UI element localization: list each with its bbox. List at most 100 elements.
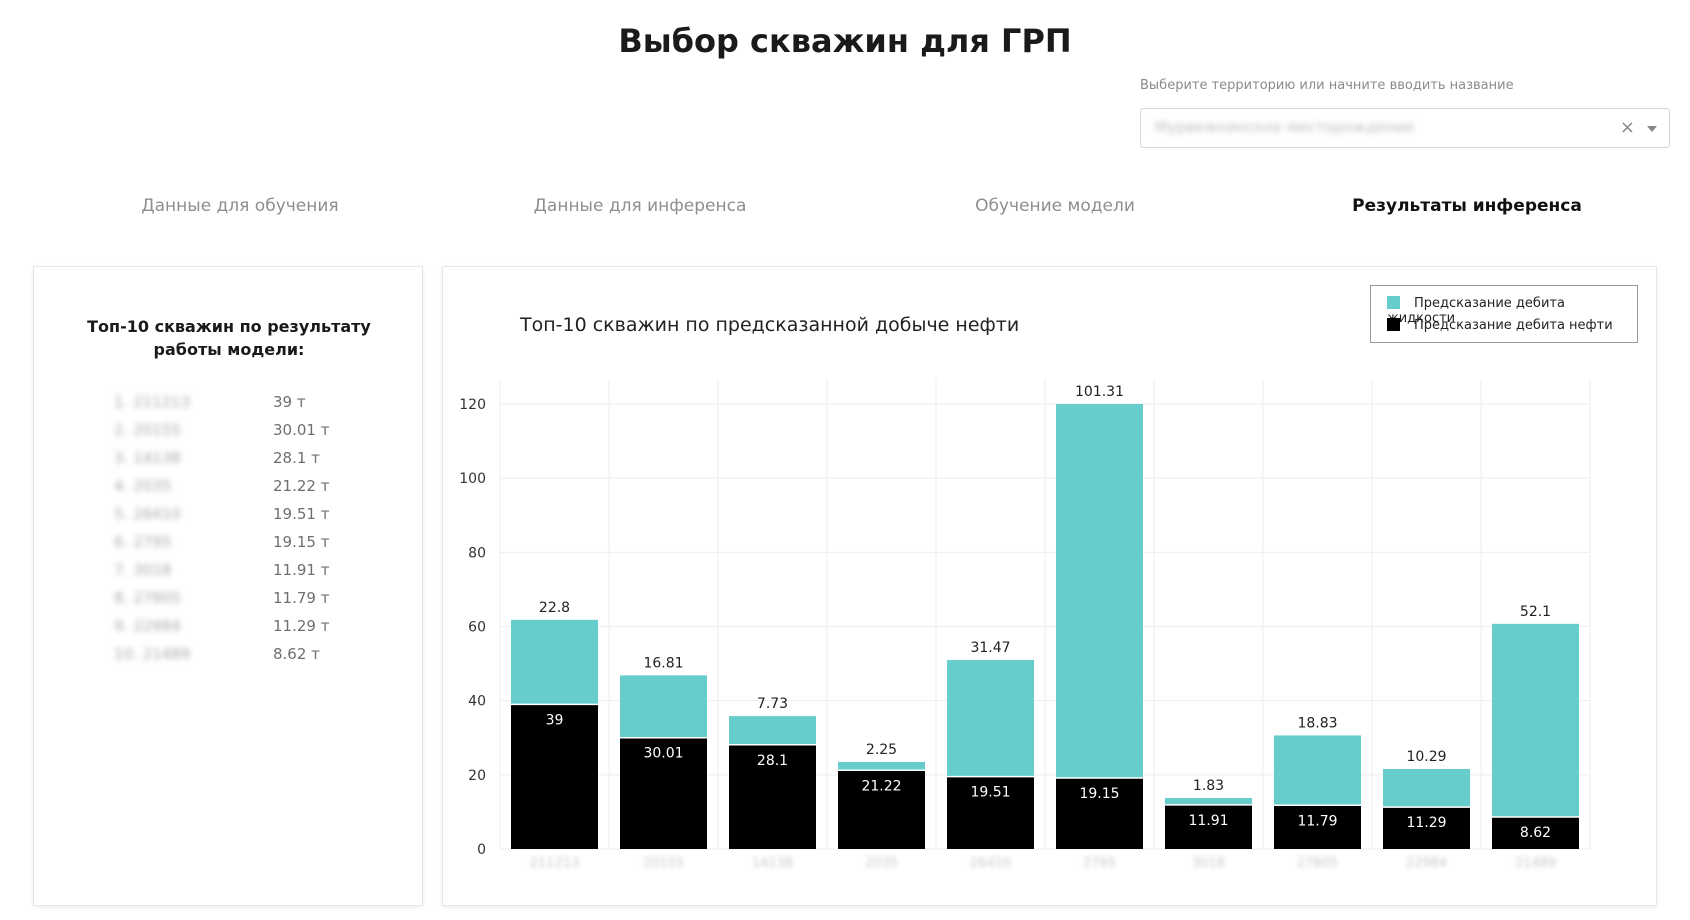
well-value: 11.91 т xyxy=(273,561,330,579)
territory-label: Выберите территорию или начните вводить … xyxy=(1140,78,1514,93)
top-wells-list: 1. 211213 39 т 2. 20155 30.01 т 3. 14138 28… xyxy=(114,393,374,673)
bar-liquid xyxy=(1274,735,1361,806)
well-value: 11.79 т xyxy=(273,589,330,607)
x-tick-label: 2035 xyxy=(865,856,898,871)
y-tick-label: 120 xyxy=(459,397,486,413)
legend-swatch-liquid xyxy=(1387,296,1400,309)
bar-liquid xyxy=(1492,623,1579,818)
list-item: 9. 22984 11.29 т xyxy=(114,617,374,645)
y-tick-label: 100 xyxy=(459,471,486,487)
y-tick-label: 40 xyxy=(468,694,486,710)
top-wells-panel: Топ-10 скважин по результату работы моде… xyxy=(33,266,423,906)
well-id: 5. 26410 xyxy=(114,505,181,523)
list-item: 7. 3018 11.91 т xyxy=(114,561,374,589)
bar-liquid xyxy=(729,716,816,745)
well-id: 6. 2795 xyxy=(114,533,172,551)
well-value: 39 т xyxy=(273,393,306,411)
data-label-oil: 19.15 xyxy=(1079,786,1119,802)
bar-liquid xyxy=(1056,404,1143,778)
well-id: 4. 2035 xyxy=(114,477,172,495)
well-id: 8. 27805 xyxy=(114,589,181,607)
x-tick-label: 20155 xyxy=(643,856,684,871)
tab-model-training[interactable]: Обучение модели xyxy=(975,196,1135,216)
data-label-liquid: 101.31 xyxy=(1075,384,1124,400)
bar-oil xyxy=(947,776,1034,849)
well-id: 2. 20155 xyxy=(114,421,181,439)
page-title: Выбор скважин для ГРП xyxy=(618,22,1072,60)
well-id: 9. 22984 xyxy=(114,617,181,635)
tab-inference-results[interactable]: Результаты инференса xyxy=(1352,196,1582,216)
bar-oil xyxy=(729,744,816,849)
territory-select-value: Мурвежкинское месторождение xyxy=(1155,118,1415,136)
bar-oil xyxy=(1056,777,1143,849)
data-label-liquid: 22.8 xyxy=(539,600,570,616)
bar-liquid xyxy=(620,675,707,738)
legend-item-oil: Предсказание дебита нефти xyxy=(1387,318,1613,336)
data-label-oil: 11.91 xyxy=(1188,813,1228,829)
data-label-liquid: 10.29 xyxy=(1406,749,1446,765)
x-tick-label: 2795 xyxy=(1083,856,1116,871)
territory-select[interactable]: Мурвежкинское месторождение × xyxy=(1140,108,1670,148)
bar-liquid xyxy=(947,659,1034,777)
list-item: 1. 211213 39 т xyxy=(114,393,374,421)
data-label-liquid: 52.1 xyxy=(1520,604,1551,620)
list-item: 6. 2795 19.15 т xyxy=(114,533,374,561)
data-label-oil: 19.51 xyxy=(970,785,1010,801)
data-label-liquid: 2.25 xyxy=(866,742,897,758)
data-label-oil: 30.01 xyxy=(643,746,683,762)
x-tick-label: 22984 xyxy=(1406,856,1447,871)
y-tick-label: 0 xyxy=(477,842,486,858)
legend-label-liquid: Предсказание дебита жидкости xyxy=(1387,296,1565,326)
well-id: 1. 211213 xyxy=(114,393,191,411)
data-label-oil: 39 xyxy=(546,712,564,728)
list-item: 3. 14138 28.1 т xyxy=(114,449,374,477)
well-value: 30.01 т xyxy=(273,421,330,439)
well-value: 19.15 т xyxy=(273,533,330,551)
well-id: 10. 21489 xyxy=(114,645,191,663)
tab-bar: Данные для обучения Данные для инференса… xyxy=(0,196,1690,222)
well-id: 7. 3018 xyxy=(114,561,172,579)
top-wells-title: Топ-10 скважин по результату работы моде… xyxy=(87,317,371,359)
chevron-down-icon[interactable] xyxy=(1647,126,1657,132)
tab-inference-data[interactable]: Данные для инференса xyxy=(533,196,747,216)
x-tick-label: 3018 xyxy=(1192,856,1225,871)
data-label-liquid: 31.47 xyxy=(970,640,1010,656)
data-label-oil: 8.62 xyxy=(1520,825,1551,841)
stacked-bar-chart: 0 20 40 60 80 100 120 22.8 39 211213 16.81 30.01 201… xyxy=(459,379,1591,871)
well-value: 19.51 т xyxy=(273,505,330,523)
well-value: 11.29 т xyxy=(273,617,330,635)
x-tick-label: 26410 xyxy=(970,856,1011,871)
well-value: 21.22 т xyxy=(273,477,330,495)
well-id: 3. 14138 xyxy=(114,449,181,467)
list-item: 8. 27805 11.79 т xyxy=(114,589,374,617)
y-tick-label: 80 xyxy=(468,545,486,561)
list-item: 4. 2035 21.22 т xyxy=(114,477,374,505)
bar-oil xyxy=(838,770,925,849)
data-label-oil: 11.29 xyxy=(1406,815,1446,831)
bar-liquid xyxy=(1383,768,1470,808)
y-tick-label: 20 xyxy=(468,768,486,784)
clear-icon[interactable]: × xyxy=(1619,117,1635,138)
chart-title: Топ-10 скважин по предсказанной добыче н… xyxy=(520,314,1020,336)
bar-oil xyxy=(1383,807,1470,849)
bar-liquid xyxy=(1165,798,1252,805)
data-label-oil: 11.79 xyxy=(1297,813,1337,829)
data-label-liquid: 1.83 xyxy=(1193,778,1224,794)
well-value: 8.62 т xyxy=(273,645,320,663)
legend-swatch-oil xyxy=(1387,318,1400,331)
bar-oil xyxy=(1274,805,1361,849)
legend-item-liquid: Предсказание дебита жидкости xyxy=(1387,296,1637,326)
data-label-oil: 28.1 xyxy=(757,753,788,769)
data-label-liquid: 7.73 xyxy=(757,696,788,712)
tab-training-data[interactable]: Данные для обучения xyxy=(141,196,339,216)
x-tick-label: 27805 xyxy=(1297,856,1338,871)
bar-liquid xyxy=(511,619,598,705)
list-item: 10. 21489 8.62 т xyxy=(114,645,374,673)
bar-oil xyxy=(620,737,707,849)
x-tick-label: 14138 xyxy=(752,856,793,871)
data-label-liquid: 18.83 xyxy=(1297,715,1337,731)
bar-oil xyxy=(1492,817,1579,849)
data-label-liquid: 16.81 xyxy=(643,655,683,671)
legend-label-oil: Предсказание дебита нефти xyxy=(1414,318,1613,333)
bar-liquid xyxy=(838,761,925,771)
